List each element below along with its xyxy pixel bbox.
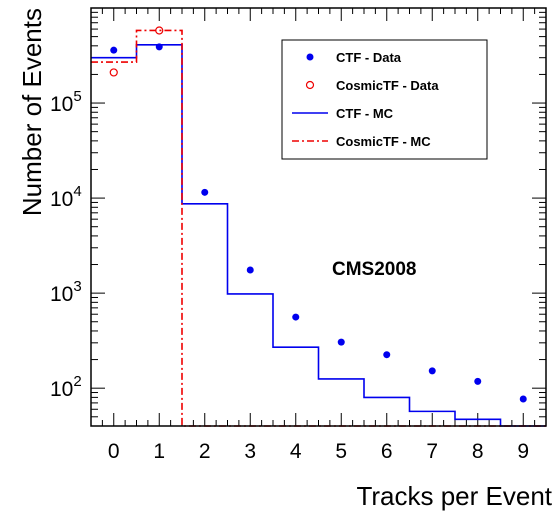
- data-point: [337, 338, 345, 346]
- x-tick-label: 8: [472, 440, 484, 463]
- x-tick-label: 4: [290, 440, 302, 463]
- legend-label: CosmicTF - Data: [336, 78, 439, 93]
- legend-marker: [305, 80, 315, 90]
- data-point: [383, 351, 391, 359]
- y-tick-label: 103: [50, 278, 82, 306]
- y-tick-label: 102: [50, 373, 82, 401]
- series-ctf---mc-line: [91, 44, 546, 427]
- y-tick-label: 105: [50, 88, 82, 116]
- legend-label: CosmicTF - MC: [336, 134, 431, 149]
- data-point: [292, 313, 300, 321]
- legend-marker: [306, 53, 314, 61]
- x-tick-label: 5: [335, 440, 347, 463]
- x-tick-label: 6: [381, 440, 393, 463]
- data-point: [155, 26, 164, 35]
- x-tick-label: 3: [244, 440, 256, 463]
- data-point: [201, 188, 209, 196]
- legend: CTF - Data CosmicTF - Data CTF - MC CosmicT…: [281, 39, 488, 160]
- x-tick-label: 1: [153, 440, 165, 463]
- y-axis-title: Number of Events: [17, 8, 47, 216]
- tick-marks: [90, 7, 547, 427]
- data-point: [109, 68, 118, 77]
- legend-label: CTF - MC: [336, 106, 394, 121]
- data-point: [474, 377, 482, 385]
- tick-labels: 0 1 2 3 4 5 6 7 8 9 102 103 104 105: [50, 88, 529, 463]
- data-point: [428, 367, 436, 375]
- legend-label: CTF - Data: [336, 50, 402, 65]
- data-point: [155, 43, 163, 51]
- x-axis-title: Tracks per Event: [356, 481, 552, 511]
- data-point: [246, 266, 254, 274]
- x-tick-label: 9: [517, 440, 529, 463]
- data-point: [110, 46, 118, 54]
- x-tick-label: 7: [426, 440, 438, 463]
- plot-frame: [90, 7, 547, 427]
- legend-box: [281, 39, 488, 160]
- x-tick-label: 2: [199, 440, 211, 463]
- x-tick-label: 0: [108, 440, 120, 463]
- y-tick-label: 104: [50, 183, 82, 211]
- annotation-label: CMS2008: [332, 259, 417, 280]
- data-point: [519, 395, 527, 403]
